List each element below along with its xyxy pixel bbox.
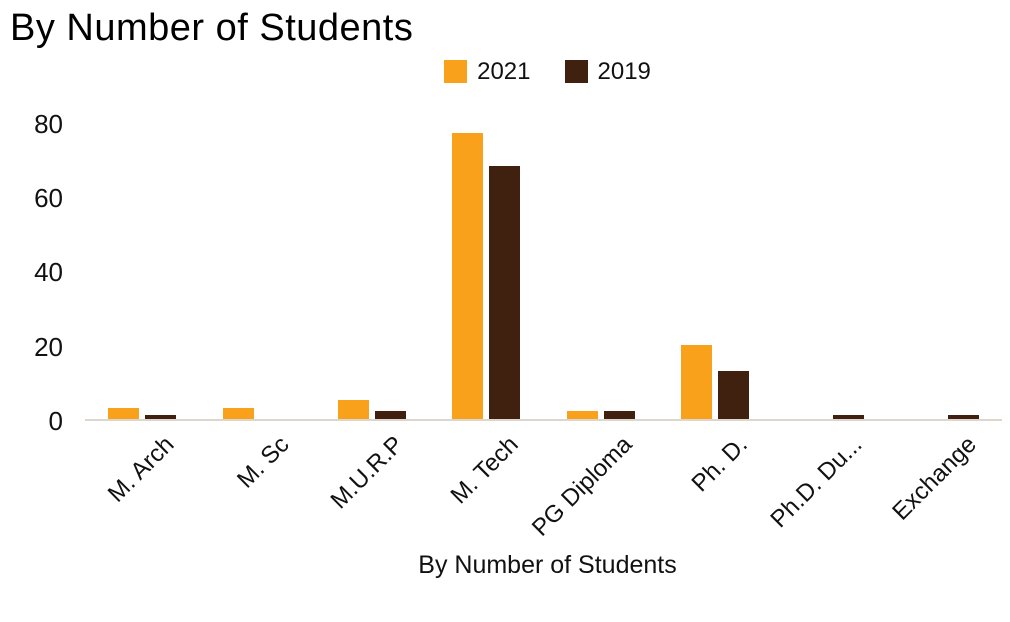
category-group: Exchange <box>887 124 1002 525</box>
category-group: Ph.D. Du... <box>765 124 888 533</box>
category-group: M.U.R.P <box>314 124 429 514</box>
legend-swatch-2019 <box>564 60 588 84</box>
bar-2019[interactable] <box>374 411 406 419</box>
y-axis: 0 20 40 60 80 <box>0 111 85 434</box>
legend-item-2019[interactable]: 2019 <box>564 57 651 86</box>
legend: 2021 2019 <box>0 56 1010 88</box>
category-group: M. Sc <box>200 124 315 493</box>
y-tick-label: 20 <box>34 331 63 362</box>
legend-item-2021[interactable]: 2021 <box>444 57 531 86</box>
category-group: PG Diploma <box>527 124 659 541</box>
category-group: Ph. D. <box>658 124 773 497</box>
plot-area: M. Arch M. Sc M.U.R.P M. Tech PG Diploma Ph. … <box>85 124 1002 541</box>
y-tick-label: 60 <box>34 183 63 214</box>
bar-2019[interactable] <box>603 411 635 419</box>
x-axis-title: By Number of Students <box>418 550 677 579</box>
bar-2021[interactable] <box>681 344 713 419</box>
bar-2019[interactable] <box>947 415 979 419</box>
legend-label-2021: 2021 <box>477 57 531 85</box>
bar-2019[interactable] <box>489 166 521 419</box>
chart-title: By Number of Students <box>10 7 414 49</box>
y-tick-label: 0 <box>48 405 63 436</box>
bar-2021[interactable] <box>108 407 140 419</box>
y-tick-label: 40 <box>34 257 63 288</box>
legend-label-2019: 2019 <box>597 57 651 85</box>
bar-2019[interactable] <box>145 415 177 419</box>
bar-2021[interactable] <box>222 407 254 419</box>
bar-2021[interactable] <box>566 411 598 419</box>
category-group: M. Arch <box>85 124 200 507</box>
category-group: M. Tech <box>429 124 544 509</box>
bar-2021[interactable] <box>452 132 484 419</box>
legend-swatch-2021 <box>444 60 468 84</box>
y-tick-label: 80 <box>34 108 63 139</box>
bar-2019[interactable] <box>718 370 750 419</box>
bar-2019[interactable] <box>833 415 865 419</box>
chart-body: 0 20 40 60 80 M. Arch M. Sc M.U.R.P M. Tech PG D… <box>0 111 1010 541</box>
bar-2021[interactable] <box>337 400 369 419</box>
